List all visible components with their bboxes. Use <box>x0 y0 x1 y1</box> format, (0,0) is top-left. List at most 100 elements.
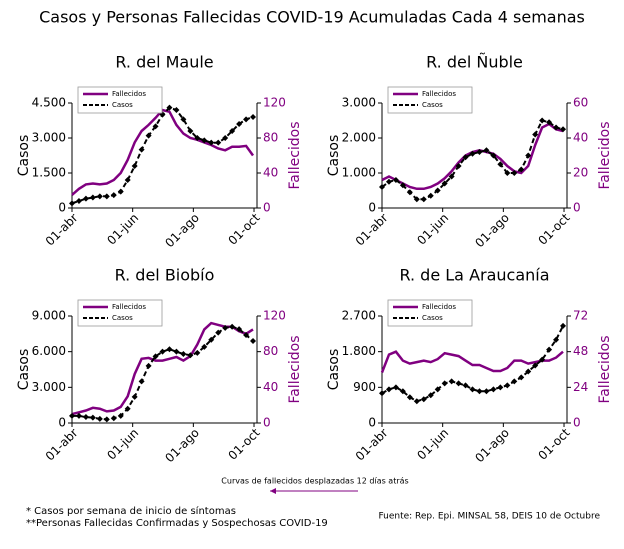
series-marker <box>69 200 75 207</box>
series-marker <box>187 128 194 134</box>
legend-label: Fallecidos <box>112 303 146 311</box>
series-marker <box>194 135 201 141</box>
y-tick-label: 900 <box>353 380 376 394</box>
y2-tick-label: 0 <box>573 201 581 215</box>
legend-label: Casos <box>112 101 133 109</box>
series-marker <box>75 412 82 419</box>
series-marker <box>448 378 455 385</box>
x-tick-label: 01-jun <box>414 211 451 248</box>
series-marker <box>89 414 96 421</box>
series-marker <box>406 189 413 196</box>
series-marker <box>462 382 469 389</box>
series-marker <box>208 139 215 146</box>
series-marker <box>420 396 427 403</box>
y-tick-label: 3.000 <box>32 131 66 145</box>
series-marker <box>518 374 525 381</box>
series-marker <box>497 161 504 168</box>
y-tick-label: 1.500 <box>32 166 66 180</box>
series-line <box>72 325 254 421</box>
y-tick-label: 9.000 <box>32 309 66 323</box>
x-tick-label: 01-oct <box>536 425 573 462</box>
y-axis-label: Casos <box>326 349 342 391</box>
series-line <box>381 325 564 403</box>
series-marker <box>462 154 469 161</box>
series-marker <box>379 184 385 190</box>
y2-tick-label: 48 <box>573 344 588 358</box>
series-marker <box>124 177 131 183</box>
series-marker <box>103 193 110 200</box>
y-tick-label: 2.000 <box>342 131 376 145</box>
x-tick-label: 01-ago <box>472 211 512 251</box>
y-tick-label: 0 <box>58 201 66 215</box>
chart-title: R. del Biobío <box>115 266 215 285</box>
x-tick-label: 01-ago <box>162 426 202 466</box>
series-marker <box>553 124 560 131</box>
series-marker <box>236 121 243 127</box>
legend-box <box>77 299 163 327</box>
series-marker <box>187 352 194 359</box>
y-tick-label: 0 <box>58 416 66 430</box>
legend-label: Casos <box>422 314 443 322</box>
series-marker <box>180 116 187 123</box>
y-axis-label: Casos <box>326 135 342 177</box>
series-marker <box>110 192 117 199</box>
x-tick-label: 01-oct <box>226 425 263 462</box>
series-marker <box>194 349 201 356</box>
x-tick-label: 01-abr <box>43 211 81 249</box>
x-tick-label: 01-jun <box>104 426 141 463</box>
series-marker <box>413 196 420 203</box>
series-marker <box>532 362 539 369</box>
series-marker <box>75 198 82 204</box>
y-axis-label: Casos <box>16 135 32 177</box>
series-marker <box>243 332 250 339</box>
series-marker <box>532 131 539 138</box>
series-marker <box>504 382 511 389</box>
series-marker <box>476 149 483 155</box>
figure-title: Casos y Personas Fallecidas COVID-19 Acu… <box>39 8 585 27</box>
series-marker <box>427 192 434 199</box>
series-marker <box>476 388 483 395</box>
series-marker <box>124 405 131 412</box>
series-marker <box>138 378 145 385</box>
series-line <box>71 321 254 416</box>
series-marker <box>96 415 103 422</box>
series-marker <box>222 324 229 331</box>
y-tick-label: 3.000 <box>342 96 376 110</box>
footnote: * Casos por semana de inicio de síntomas <box>26 505 236 517</box>
series-marker <box>250 114 257 120</box>
series-marker <box>145 362 152 369</box>
series-marker <box>159 348 166 355</box>
series-marker <box>138 146 145 153</box>
x-tick-label: 01-oct <box>226 210 263 247</box>
series-marker <box>392 177 399 183</box>
series-marker <box>560 322 567 329</box>
y2-tick-label: 120 <box>263 309 286 323</box>
legend-label: Fallecidos <box>422 90 456 98</box>
y2-axis-label: Fallecidos <box>597 335 613 403</box>
series-line <box>380 350 564 373</box>
legend-label: Fallecidos <box>422 303 456 311</box>
series-marker <box>82 414 89 421</box>
series-marker <box>406 394 413 401</box>
series-marker <box>145 132 152 139</box>
series-marker <box>173 107 180 113</box>
y-tick-label: 0 <box>368 416 376 430</box>
y2-tick-label: 20 <box>573 166 588 180</box>
series-marker <box>201 343 208 350</box>
series-marker <box>539 117 546 124</box>
x-tick-label: 01-ago <box>472 426 512 466</box>
series-marker <box>82 195 89 202</box>
footnote: **Personas Fallecidas Confirmadas y Sosp… <box>26 518 328 529</box>
series-marker <box>166 346 173 353</box>
x-tick-label: 01-abr <box>353 211 391 249</box>
y-tick-label: 4.500 <box>32 96 66 110</box>
series-marker <box>455 380 462 387</box>
series-marker <box>201 137 208 144</box>
series-marker <box>173 348 180 355</box>
series-marker <box>546 346 553 353</box>
legend-label: Fallecidos <box>112 90 146 98</box>
series-marker <box>399 182 406 189</box>
legend-box <box>387 299 473 327</box>
series-marker <box>222 135 229 141</box>
series-marker <box>553 336 560 343</box>
